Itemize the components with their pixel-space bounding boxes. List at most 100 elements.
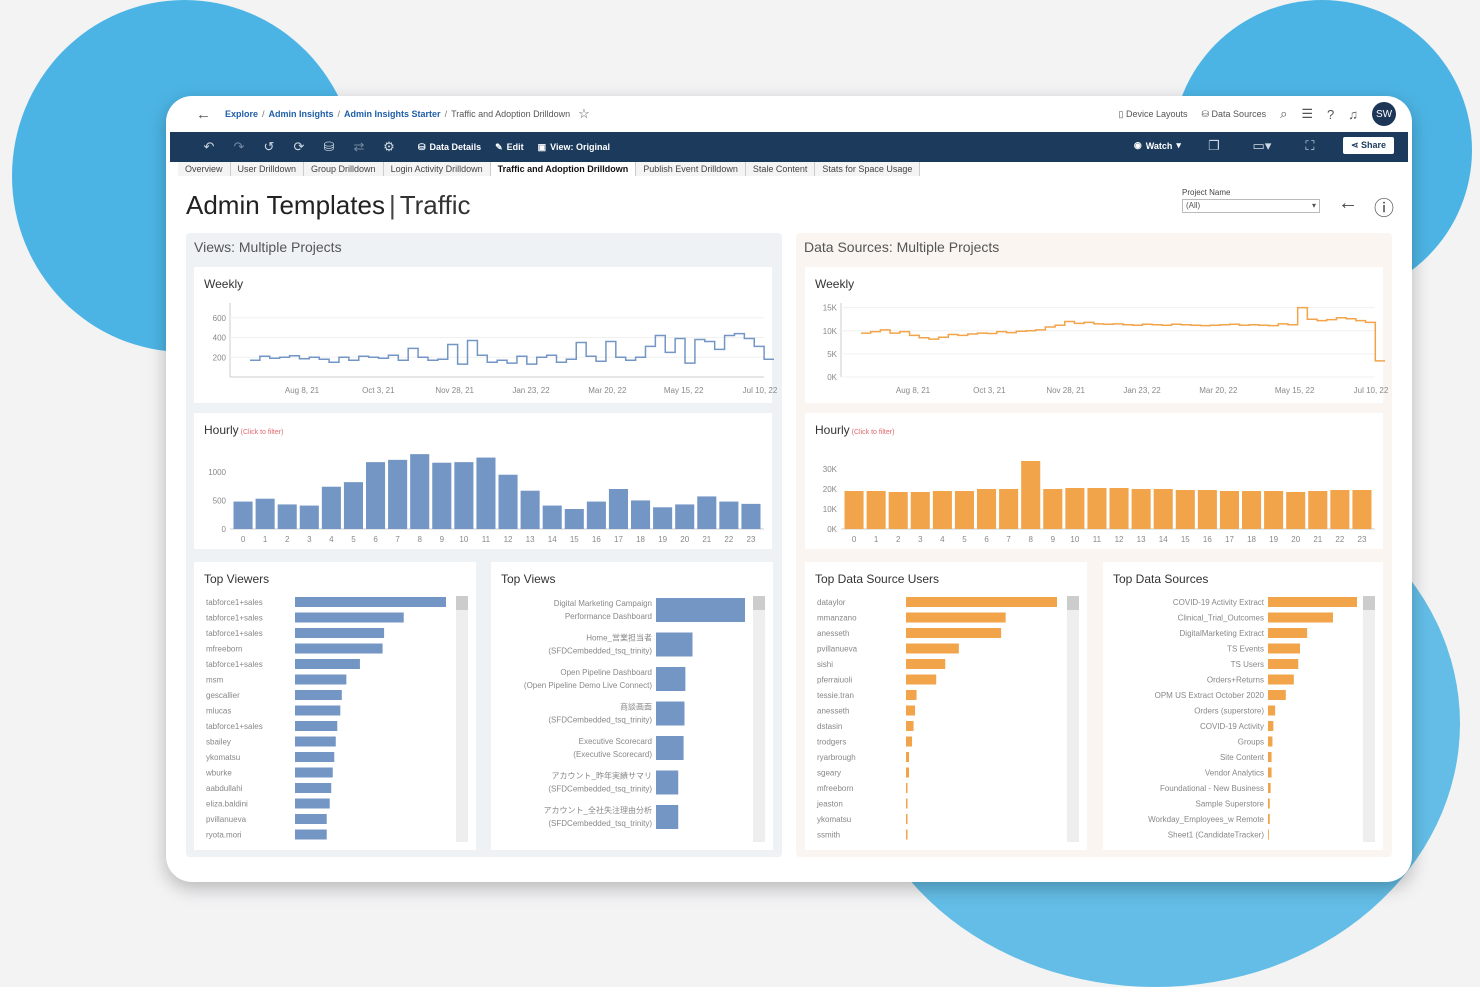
datasources-hourly-chart-bar[interactable]	[1219, 491, 1239, 529]
datasources-hourly-chart-bar[interactable]	[844, 491, 864, 529]
top-viewers-chart-bar[interactable]	[295, 628, 385, 638]
datasources-hourly-chart-bar[interactable]	[1065, 488, 1085, 529]
datasources-hourly-chart-bar[interactable]	[1131, 489, 1151, 529]
top-data-sources-chart-bar[interactable]	[1268, 736, 1273, 747]
avatar[interactable]: SW	[1372, 102, 1396, 126]
views-hourly-chart-bar[interactable]	[454, 462, 474, 529]
top-datasource-users-chart-bar[interactable]	[906, 690, 917, 700]
top-viewers-chart-bar[interactable]	[295, 783, 332, 793]
views-hourly-chart-bar[interactable]	[255, 498, 275, 529]
tab-traffic-and-adoption-drilldown[interactable]: Traffic and Adoption Drilldown	[490, 162, 637, 176]
top-views-chart-bar[interactable]	[656, 736, 684, 760]
views-hourly-chart-bar[interactable]	[321, 486, 341, 529]
views-hourly-chart-bar[interactable]	[498, 474, 518, 529]
datasources-hourly-chart-bar[interactable]	[1153, 489, 1173, 529]
device-layouts-button[interactable]: ▯ Device Layouts	[1118, 108, 1188, 119]
datasources-hourly-chart-bar[interactable]	[1242, 491, 1262, 529]
top-datasource-users-chart-bar[interactable]	[906, 628, 1002, 638]
top-data-sources-chart-bar[interactable]	[1268, 721, 1274, 731]
top-viewers-chart-scroll-thumb[interactable]	[456, 596, 468, 610]
top-data-sources-chart-bar[interactable]	[1268, 628, 1308, 638]
views-hourly-chart-bar[interactable]	[410, 454, 430, 529]
top-viewers-chart-bar[interactable]	[295, 752, 335, 762]
top-data-sources-chart-bar[interactable]	[1268, 597, 1357, 607]
datasources-hourly-chart-bar[interactable]	[1043, 489, 1063, 529]
views-weekly-chart-series-line[interactable]	[250, 332, 774, 365]
datasources-weekly-chart-series-line[interactable]	[861, 306, 1385, 362]
watch-button[interactable]: ◉ Watch ▾	[1133, 140, 1181, 151]
views-hourly-chart-bar[interactable]	[675, 504, 695, 529]
datasources-hourly-chart-bar[interactable]	[1352, 490, 1372, 529]
top-viewers-chart-bar[interactable]	[295, 736, 336, 747]
top-data-sources-chart-scrollbar[interactable]	[1363, 596, 1375, 842]
top-data-sources-chart-scroll-thumb[interactable]	[1363, 596, 1375, 610]
datasources-hourly-chart-bar[interactable]	[1197, 490, 1217, 529]
pause-updates-icon[interactable]: ⛁	[323, 139, 335, 154]
views-hourly-chart-bar[interactable]	[277, 504, 297, 529]
view-original-button[interactable]: ▣ View: Original	[537, 141, 610, 153]
datasources-hourly-chart-bar[interactable]	[999, 489, 1019, 529]
views-hourly-chart-bar[interactable]	[366, 462, 386, 529]
top-datasource-users-chart-bar[interactable]	[906, 612, 1006, 623]
tab-group-drilldown[interactable]: Group Drilldown	[304, 162, 384, 176]
top-data-sources-chart-bar[interactable]	[1268, 814, 1270, 824]
top-views-chart-bar[interactable]	[656, 701, 685, 726]
views-hourly-chart-bar[interactable]	[233, 501, 253, 529]
top-data-sources-chart-bar[interactable]	[1268, 783, 1271, 793]
back-arrow-icon[interactable]: ←	[196, 105, 211, 123]
top-views-chart-bar[interactable]	[656, 632, 693, 657]
top-data-sources-chart-bar[interactable]	[1268, 690, 1286, 700]
top-datasource-users-chart-scroll-thumb[interactable]	[1067, 596, 1079, 610]
views-hourly-chart-bar[interactable]	[631, 500, 651, 529]
views-hourly-chart-bar[interactable]	[542, 505, 562, 529]
top-views-chart-bar[interactable]	[656, 667, 686, 691]
top-viewers-chart-bar[interactable]	[295, 705, 341, 716]
datasources-hourly-chart-bar[interactable]	[910, 492, 930, 529]
top-viewers-chart-bar[interactable]	[295, 721, 338, 731]
revert-icon[interactable]: ↺	[263, 139, 275, 154]
filter-dropdown[interactable]: (All)	[1182, 199, 1320, 213]
tab-stale-content[interactable]: Stale Content	[745, 162, 816, 176]
tab-publish-event-drilldown[interactable]: Publish Event Drilldown	[636, 162, 746, 176]
info-icon[interactable]: ⓘ	[1374, 198, 1394, 220]
share-button[interactable]: ⋖ Share	[1342, 137, 1394, 154]
toggle-icon[interactable]: ⇄	[353, 139, 365, 154]
search-icon[interactable]: ⌕	[1280, 106, 1288, 121]
top-views-chart-scroll-thumb[interactable]	[753, 596, 765, 610]
top-datasource-users-chart-bar[interactable]	[906, 597, 1057, 607]
top-data-sources-chart-bar[interactable]	[1268, 612, 1333, 623]
top-views-chart-bar[interactable]	[656, 805, 679, 829]
datasources-hourly-chart-click-to-filter[interactable]: (Click to filter)	[849, 429, 895, 436]
top-datasource-users-chart-bar[interactable]	[906, 752, 910, 762]
notification-bell-icon[interactable]: ♫	[1348, 106, 1358, 122]
datasources-hourly-chart-bar[interactable]	[1087, 488, 1107, 529]
top-views-chart-bar[interactable]	[656, 598, 745, 622]
datasources-hourly-chart-bar[interactable]	[977, 489, 997, 529]
metrics-icon[interactable]: ⚙	[383, 139, 395, 154]
datasources-hourly-chart-bar[interactable]	[1175, 490, 1195, 529]
top-datasource-users-chart-bar[interactable]	[906, 674, 937, 685]
top-viewers-chart-bar[interactable]	[295, 643, 383, 654]
top-data-sources-chart-bar[interactable]	[1268, 767, 1272, 778]
datasources-hourly-chart-bar[interactable]	[1021, 461, 1041, 529]
top-datasource-users-chart-bar[interactable]	[906, 783, 908, 793]
top-datasource-users-chart-bar[interactable]	[906, 829, 908, 840]
views-hourly-chart-bar[interactable]	[741, 503, 761, 529]
top-data-sources-chart-bar[interactable]	[1268, 829, 1269, 840]
top-viewers-chart-bar[interactable]	[295, 814, 327, 824]
top-viewers-chart-bar[interactable]	[295, 829, 327, 840]
top-viewers-chart-bar[interactable]	[295, 690, 342, 700]
top-views-chart-scrollbar[interactable]	[753, 596, 765, 842]
datasources-hourly-chart-bar[interactable]	[1308, 491, 1328, 529]
views-hourly-chart-bar[interactable]	[653, 507, 673, 529]
views-hourly-chart-bar[interactable]	[476, 457, 496, 529]
datasources-hourly-chart-bar[interactable]	[866, 491, 886, 529]
breadcrumb-explore[interactable]: Explore	[225, 109, 259, 119]
tab-overview[interactable]: Overview	[178, 162, 231, 176]
datasources-hourly-chart-bar[interactable]	[932, 491, 952, 529]
top-datasource-users-chart-bar[interactable]	[906, 643, 959, 654]
views-hourly-chart-click-to-filter[interactable]: (Click to filter)	[238, 429, 284, 436]
top-viewers-chart-bar[interactable]	[295, 798, 330, 809]
datasources-hourly-chart-bar[interactable]	[888, 492, 908, 529]
top-datasource-users-chart-bar[interactable]	[906, 767, 910, 778]
